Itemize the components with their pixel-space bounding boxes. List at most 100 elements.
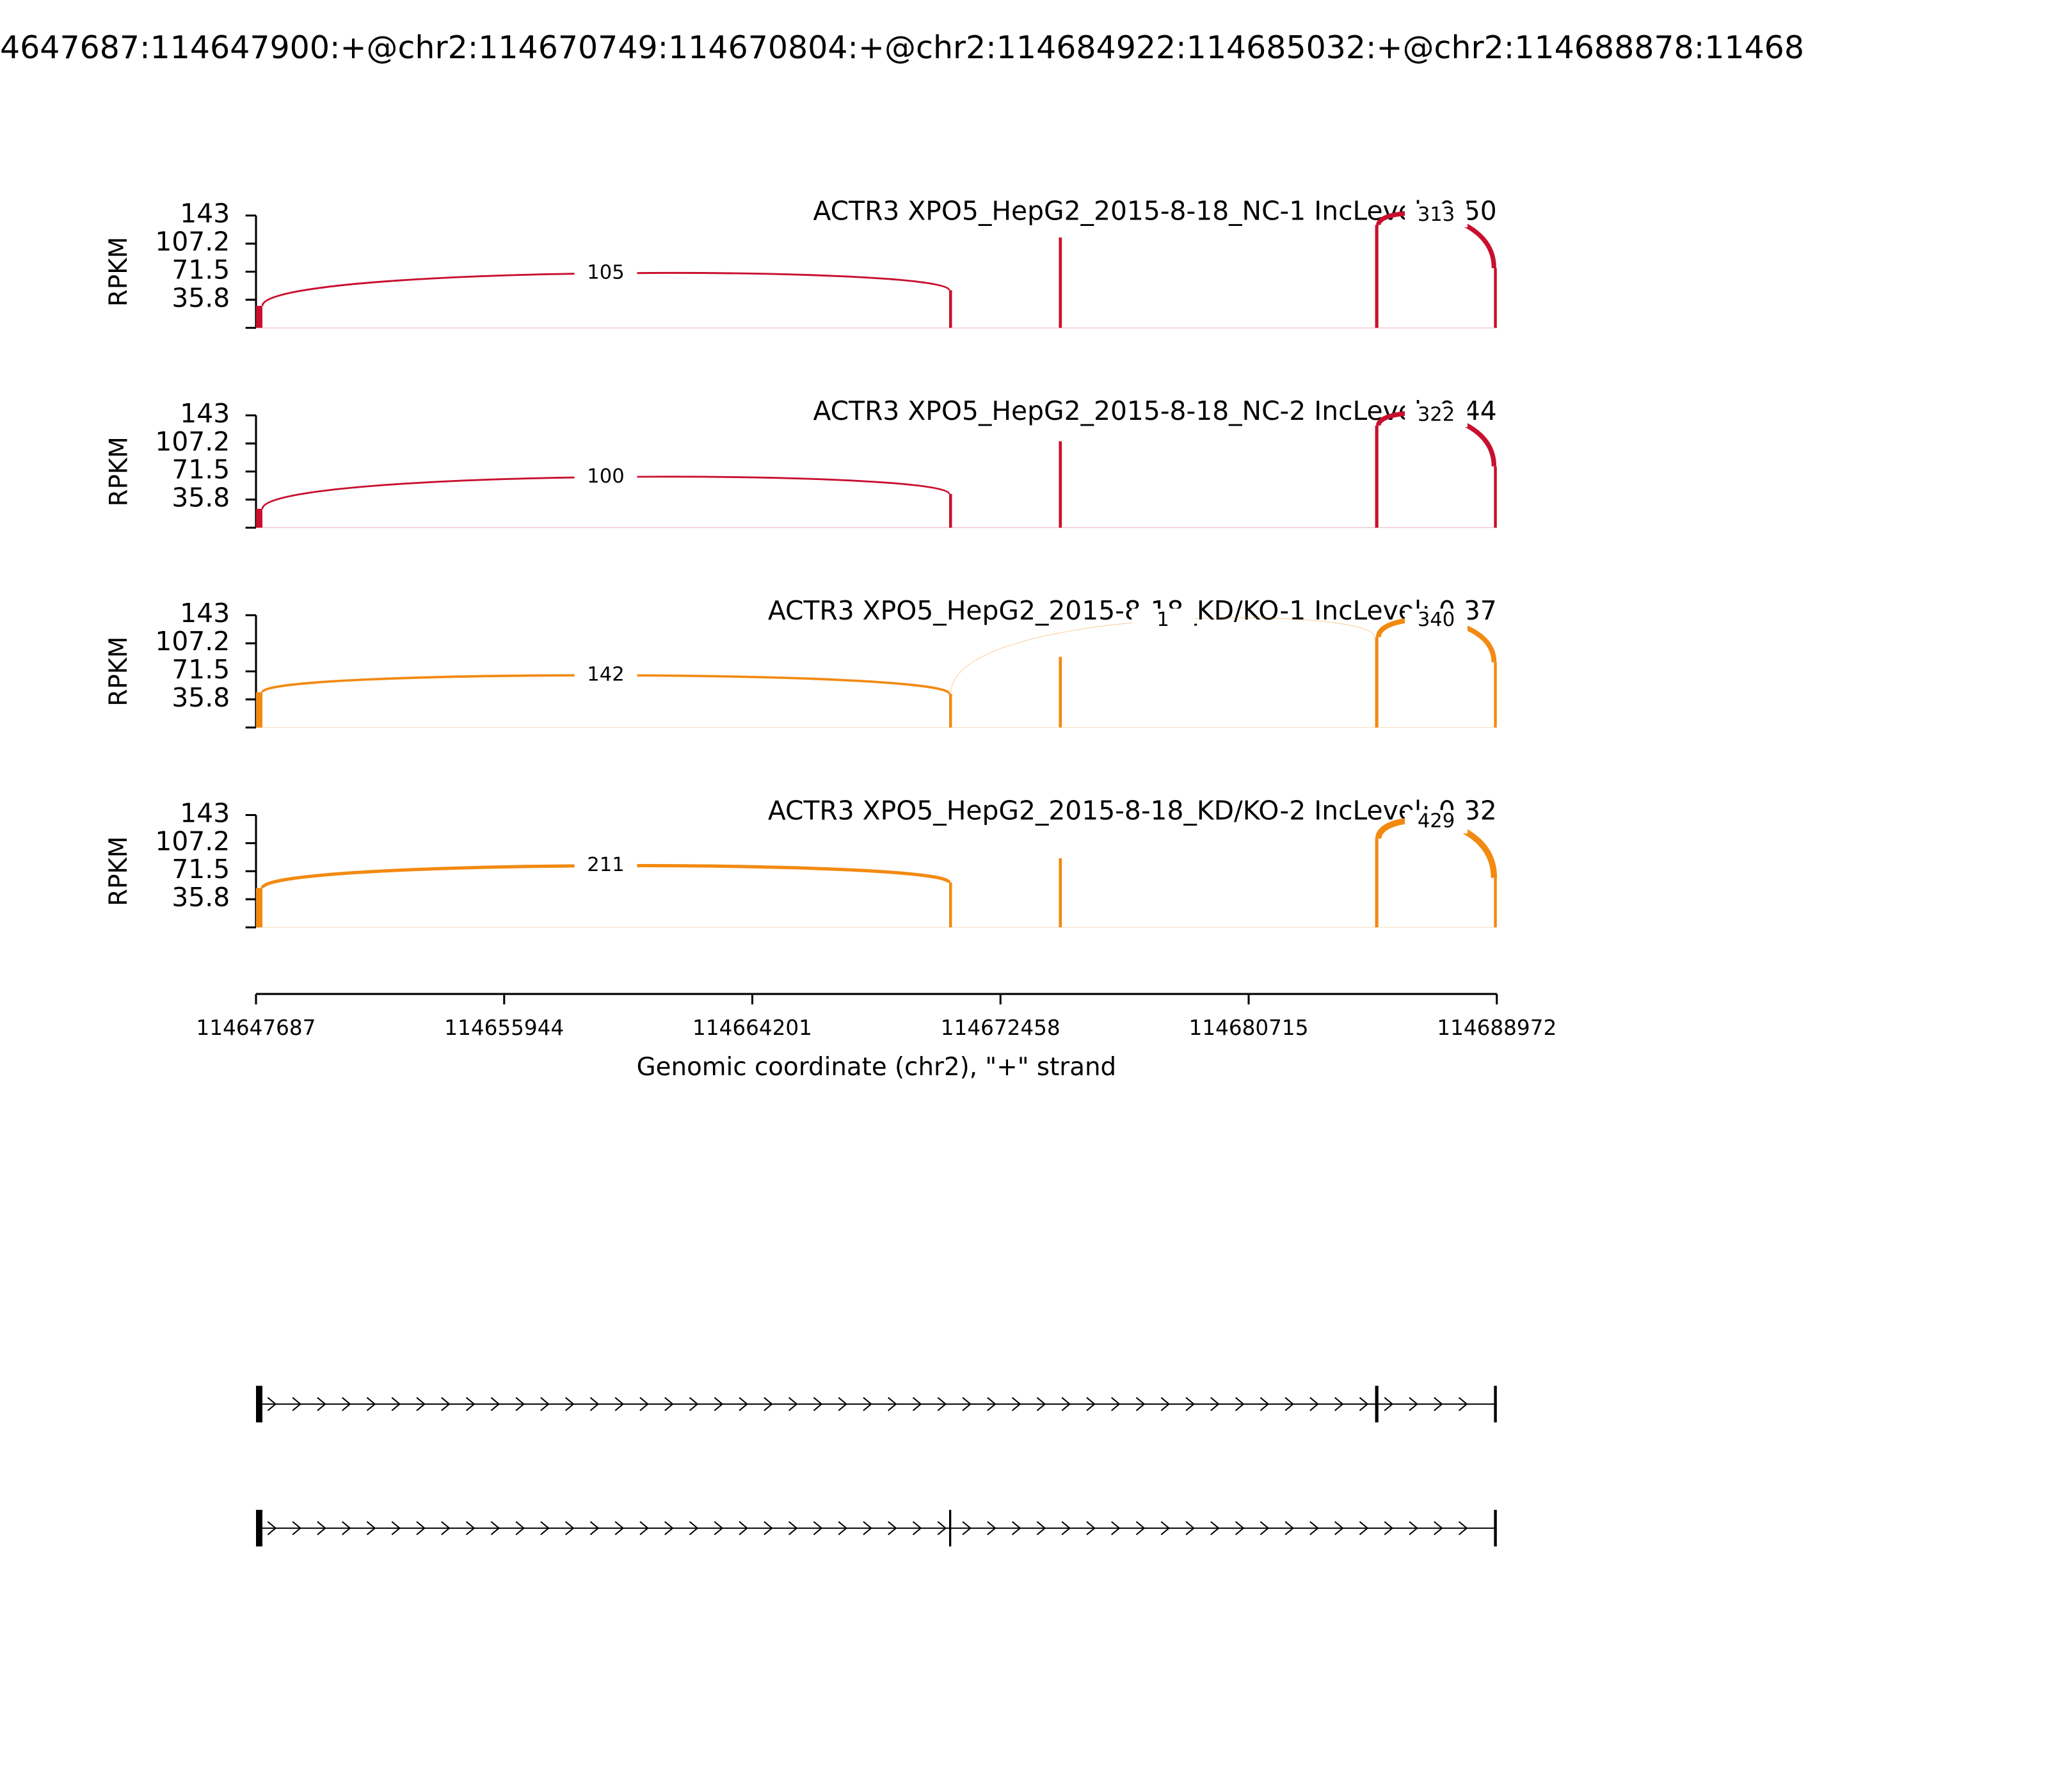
x-tick-label: 114664201 xyxy=(692,1016,812,1040)
coverage xyxy=(1375,225,1379,328)
strand-arrow xyxy=(1111,1521,1121,1535)
strand-arrow xyxy=(317,1396,326,1411)
strand-arrow xyxy=(589,1396,600,1411)
strand-arrow xyxy=(490,1396,500,1411)
y-tick-label: 143 xyxy=(180,598,230,628)
strand-arrow xyxy=(912,1396,922,1411)
exon xyxy=(256,1386,263,1423)
strand-arrow xyxy=(1434,1521,1443,1535)
strand-arrow xyxy=(1359,1521,1369,1535)
strand-arrow xyxy=(589,1521,600,1535)
strand-arrow xyxy=(1061,1521,1071,1535)
strand-arrow xyxy=(764,1521,773,1535)
junction-label: 313 xyxy=(1418,204,1455,226)
exon xyxy=(1375,1386,1379,1423)
strand-arrow xyxy=(962,1521,972,1535)
y-tick-label: 35.8 xyxy=(172,483,230,513)
strand-arrow xyxy=(342,1396,351,1411)
y-axis-label: RPKM xyxy=(104,237,133,307)
y-tick-label: 35.8 xyxy=(172,682,230,713)
junction-label-bg xyxy=(1132,608,1195,632)
strand-arrow xyxy=(639,1396,649,1411)
x-tick-label: 114680715 xyxy=(1189,1016,1309,1040)
y-tick-label: 143 xyxy=(180,398,230,429)
strand-arrow xyxy=(441,1396,451,1411)
coverage xyxy=(949,290,952,328)
strand-arrow xyxy=(987,1521,996,1535)
y-axis-label: RPKM xyxy=(104,436,133,506)
strand-arrow xyxy=(614,1521,625,1535)
strand-arrow xyxy=(1160,1521,1171,1535)
junction-label: 322 xyxy=(1418,403,1455,426)
junction-label: 211 xyxy=(587,854,624,876)
strand-arrow xyxy=(689,1521,699,1535)
strand-arrow xyxy=(565,1396,575,1411)
coverage xyxy=(1059,858,1062,927)
coverage xyxy=(1059,237,1062,328)
strand-arrow xyxy=(739,1396,748,1411)
strand-arrow xyxy=(540,1521,550,1535)
coverage xyxy=(949,693,952,728)
strand-arrow xyxy=(838,1521,848,1535)
junction-label: 429 xyxy=(1418,810,1455,832)
exon xyxy=(1494,1510,1497,1547)
y-tick-label: 71.5 xyxy=(172,454,230,485)
coverage xyxy=(1375,637,1379,728)
coverage xyxy=(1375,838,1379,927)
strand-arrow xyxy=(937,1521,947,1535)
coverage xyxy=(256,888,263,927)
strand-arrow xyxy=(1086,1521,1096,1535)
strand-arrow xyxy=(937,1396,947,1411)
strand-arrow xyxy=(912,1521,922,1535)
coverage xyxy=(1494,466,1497,528)
strand-arrow xyxy=(1384,1521,1394,1535)
strand-arrow xyxy=(1036,1521,1046,1535)
strand-arrow xyxy=(987,1396,996,1411)
strand-arrow xyxy=(1359,1396,1369,1411)
strand-arrow xyxy=(490,1521,500,1535)
strand-arrow xyxy=(416,1521,426,1535)
strand-arrow xyxy=(1309,1521,1319,1535)
strand-arrow xyxy=(714,1521,724,1535)
exon xyxy=(949,1510,952,1547)
y-tick-label: 71.5 xyxy=(172,654,230,685)
strand-arrow xyxy=(788,1521,798,1535)
strand-arrow xyxy=(689,1396,699,1411)
strand-arrow xyxy=(664,1521,674,1535)
strand-arrow xyxy=(962,1396,972,1411)
y-tick-label: 35.8 xyxy=(172,882,230,913)
strand-arrow xyxy=(838,1396,848,1411)
strand-arrow xyxy=(267,1521,277,1535)
chart-title: 4647687:114647900:+@chr2:114670749:11467… xyxy=(0,29,1804,66)
y-axis-label: RPKM xyxy=(104,636,133,706)
panel-label: ACTR3 XPO5_HepG2_2015-8-18_NC-1 IncLevel… xyxy=(813,196,1496,227)
strand-arrow xyxy=(366,1396,376,1411)
coverage xyxy=(1494,877,1497,927)
strand-arrow xyxy=(1235,1521,1245,1535)
strand-arrow xyxy=(465,1521,476,1535)
strand-arrow xyxy=(267,1396,277,1411)
x-tick-label: 114647687 xyxy=(196,1016,316,1040)
strand-arrow xyxy=(1334,1396,1344,1411)
strand-arrow xyxy=(788,1396,798,1411)
coverage xyxy=(256,692,263,728)
strand-arrow xyxy=(813,1521,823,1535)
coverage xyxy=(1375,425,1379,528)
coverage xyxy=(1494,268,1497,328)
strand-arrow xyxy=(1135,1396,1146,1411)
y-axis-label: RPKM xyxy=(104,836,133,906)
strand-arrow xyxy=(1135,1521,1146,1535)
strand-arrow xyxy=(1185,1396,1195,1411)
strand-arrow xyxy=(1011,1396,1021,1411)
junction-label-bg xyxy=(1405,204,1468,228)
strand-arrow xyxy=(391,1521,401,1535)
strand-arrow xyxy=(739,1521,748,1535)
strand-arrow xyxy=(1434,1396,1443,1411)
x-axis-label: Genomic coordinate (chr2), "+" strand xyxy=(637,1053,1117,1082)
strand-arrow xyxy=(614,1396,625,1411)
panel-label: ACTR3 XPO5_HepG2_2015-8-18_NC-2 IncLevel… xyxy=(813,396,1496,426)
strand-arrow xyxy=(1334,1521,1344,1535)
junction-label-bg xyxy=(574,663,637,687)
